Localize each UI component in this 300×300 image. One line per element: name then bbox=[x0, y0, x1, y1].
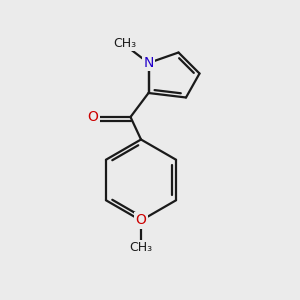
Text: CH₃: CH₃ bbox=[129, 241, 153, 254]
Text: CH₃: CH₃ bbox=[113, 37, 136, 50]
Text: N: N bbox=[143, 56, 154, 70]
Text: O: O bbox=[136, 214, 146, 227]
Text: O: O bbox=[88, 110, 98, 124]
